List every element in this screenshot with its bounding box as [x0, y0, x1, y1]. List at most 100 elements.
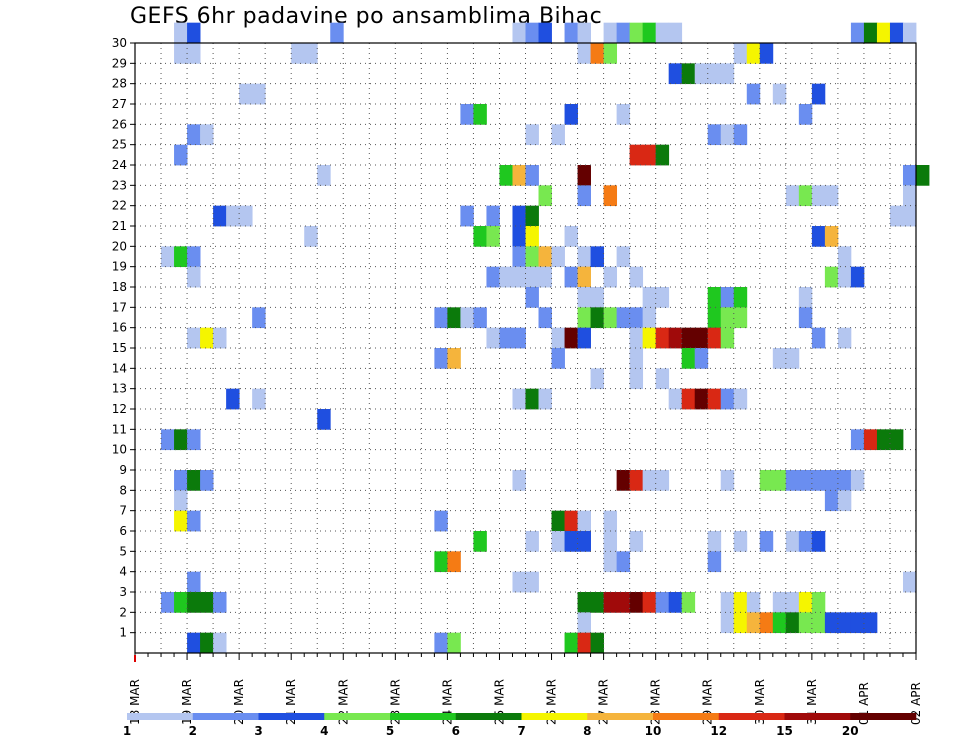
heatmap-cell: [512, 470, 526, 491]
heatmap-cell: [551, 348, 565, 369]
colorbar-label: 10: [645, 724, 662, 738]
colorbar-segment: [850, 713, 917, 720]
colorbar-label: 15: [776, 724, 793, 738]
heatmap-cell: [889, 429, 904, 451]
heatmap-cell: [252, 388, 266, 410]
heatmap-cell: [187, 592, 201, 613]
heatmap-cell: [616, 592, 631, 613]
heatmap-cell: [200, 592, 214, 613]
heatmap-cell: [798, 470, 813, 491]
heatmap-cell: [499, 266, 513, 288]
heatmap-cell: [720, 307, 735, 329]
heatmap-cell: [733, 531, 748, 552]
heatmap-cell: [889, 205, 904, 227]
heatmap-cell: [785, 470, 800, 491]
heatmap-cell: [577, 307, 591, 329]
heatmap-cell: [252, 307, 266, 329]
y-tick-label: 21: [112, 219, 127, 233]
heatmap-cell: [837, 470, 852, 491]
heatmap-cell: [642, 470, 657, 491]
heatmap-cell: [525, 124, 539, 146]
heatmap-cell: [772, 612, 787, 634]
heatmap-cell: [330, 22, 344, 44]
heatmap-cell: [707, 327, 722, 349]
heatmap-cell: [616, 246, 631, 268]
heatmap-cell: [798, 185, 813, 207]
heatmap-cell: [785, 592, 800, 613]
heatmap-cell: [512, 266, 526, 288]
heatmap-cell: [200, 327, 214, 349]
heatmap-cell: [694, 388, 709, 410]
heatmap-cell: [460, 307, 474, 329]
heatmap-cell: [187, 470, 201, 491]
heatmap-cell: [733, 124, 748, 146]
heatmap-cell: [733, 592, 748, 613]
heatmap-cell: [681, 592, 696, 613]
heatmap-cell: [876, 429, 891, 451]
y-tick-label: 16: [112, 321, 127, 335]
heatmap-cell: [603, 551, 618, 573]
heatmap-cell: [655, 470, 670, 491]
heatmap-cell: [187, 22, 201, 44]
heatmap-cell: [720, 470, 735, 491]
heatmap-cell: [187, 327, 201, 349]
heatmap-cell: [902, 165, 917, 186]
heatmap-cell: [213, 632, 227, 654]
heatmap-cell: [577, 612, 591, 634]
heatmap-cell: [746, 592, 761, 613]
y-tick-label: 19: [112, 260, 127, 274]
heatmap-cell: [187, 266, 201, 288]
heatmap-cell: [317, 165, 331, 186]
heatmap-cell: [772, 470, 787, 491]
heatmap-cell: [174, 246, 188, 268]
heatmap-cell: [850, 22, 865, 44]
heatmap-cell: [174, 592, 188, 613]
heatmap-cell: [564, 327, 578, 349]
heatmap-cell: [226, 388, 240, 410]
heatmap-cell: [512, 205, 526, 227]
y-tick-label: 12: [112, 402, 127, 416]
heatmap-cell: [577, 266, 591, 288]
heatmap-cell: [655, 592, 670, 613]
heatmap-cell: [473, 307, 487, 329]
colorbar-label: 3: [254, 724, 262, 738]
heatmap-cell: [681, 388, 696, 410]
heatmap-cell: [577, 327, 591, 349]
heatmap-cell: [668, 327, 683, 349]
colorbar-segment: [390, 713, 457, 720]
heatmap-cell: [473, 226, 487, 247]
heatmap-cell: [759, 43, 774, 64]
heatmap-cell: [681, 348, 696, 369]
heatmap-cell: [668, 63, 683, 85]
colorbar-label: 20: [842, 724, 859, 738]
y-tick-label: 13: [112, 382, 127, 396]
heatmap-cell: [174, 43, 188, 64]
heatmap-cell: [863, 429, 878, 451]
heatmap-cell: [603, 510, 618, 532]
heatmap-cell: [785, 348, 800, 369]
y-tick-label: 7: [119, 504, 127, 518]
heatmap-cell: [512, 388, 526, 410]
heatmap-cell: [434, 632, 448, 654]
colorbar-label: 7: [517, 724, 525, 738]
colorbar-label: 2: [189, 724, 197, 738]
heatmap-cell: [486, 327, 500, 349]
heatmap-cell: [707, 551, 722, 573]
heatmap-cell: [850, 470, 865, 491]
heatmap-cell: [603, 592, 618, 613]
heatmap-cell: [499, 165, 513, 186]
y-tick-label: 5: [119, 544, 127, 558]
heatmap-cell: [525, 287, 539, 308]
heatmap-cell: [187, 429, 201, 451]
heatmap-cell: [629, 22, 644, 44]
y-tick-label: 17: [112, 300, 127, 314]
heatmap-cell: [785, 612, 800, 634]
heatmap-cell: [837, 612, 852, 634]
colorbar-segment: [653, 713, 720, 720]
heatmap-cell: [642, 144, 657, 166]
heatmap-cell: [564, 510, 578, 532]
y-tick-label: 23: [112, 178, 127, 192]
heatmap-cell: [772, 592, 787, 613]
heatmap-cell: [733, 287, 748, 308]
heatmap-cell: [772, 83, 787, 105]
